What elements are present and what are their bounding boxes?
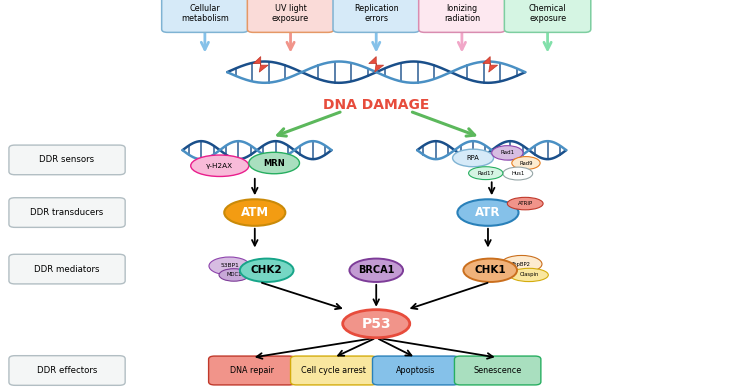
- Ellipse shape: [249, 152, 299, 174]
- Text: DDR transducers: DDR transducers: [31, 208, 104, 217]
- Text: TopBP2: TopBP2: [512, 262, 531, 266]
- Ellipse shape: [463, 259, 517, 282]
- Text: Chemical
exposure: Chemical exposure: [529, 4, 566, 23]
- Text: Rad9: Rad9: [519, 161, 533, 165]
- Ellipse shape: [503, 167, 533, 180]
- Ellipse shape: [510, 268, 548, 282]
- Ellipse shape: [219, 269, 249, 281]
- Polygon shape: [369, 57, 384, 72]
- FancyBboxPatch shape: [291, 356, 377, 385]
- Text: Cell cycle arrest: Cell cycle arrest: [301, 366, 367, 375]
- Text: CHK1: CHK1: [475, 265, 506, 275]
- Ellipse shape: [492, 145, 523, 160]
- Text: DNA repair: DNA repair: [229, 366, 274, 375]
- FancyBboxPatch shape: [9, 198, 125, 227]
- Text: Hus1: Hus1: [511, 171, 524, 176]
- Polygon shape: [483, 57, 498, 72]
- Ellipse shape: [452, 149, 493, 167]
- Text: CHK2: CHK2: [251, 265, 282, 275]
- Ellipse shape: [501, 255, 542, 273]
- Ellipse shape: [343, 310, 410, 338]
- Text: Replication
errors: Replication errors: [354, 4, 399, 23]
- FancyBboxPatch shape: [372, 356, 459, 385]
- Text: UV light
exposure: UV light exposure: [272, 4, 309, 23]
- Text: BRCA1: BRCA1: [358, 265, 394, 275]
- Text: 53BP1: 53BP1: [220, 264, 239, 268]
- Text: Rad17: Rad17: [478, 171, 494, 176]
- Ellipse shape: [240, 259, 294, 282]
- Text: DNA DAMAGE: DNA DAMAGE: [323, 98, 429, 112]
- FancyBboxPatch shape: [247, 0, 334, 32]
- Ellipse shape: [209, 257, 250, 275]
- Text: Senescence: Senescence: [474, 366, 522, 375]
- Text: P53: P53: [361, 317, 391, 331]
- FancyBboxPatch shape: [454, 356, 541, 385]
- Ellipse shape: [507, 197, 543, 210]
- Text: DDR sensors: DDR sensors: [39, 155, 95, 165]
- FancyBboxPatch shape: [504, 0, 591, 32]
- Text: DDR effectors: DDR effectors: [37, 366, 98, 375]
- Text: ATRIP: ATRIP: [518, 201, 533, 206]
- Text: Claspin: Claspin: [519, 273, 539, 277]
- Text: ATM: ATM: [241, 206, 269, 219]
- Text: DDR mediators: DDR mediators: [34, 264, 100, 274]
- Text: RPA: RPA: [466, 155, 480, 161]
- FancyBboxPatch shape: [9, 356, 125, 385]
- Ellipse shape: [469, 167, 503, 179]
- FancyBboxPatch shape: [333, 0, 419, 32]
- Ellipse shape: [349, 259, 403, 282]
- Text: MRN: MRN: [263, 158, 285, 168]
- FancyBboxPatch shape: [209, 356, 295, 385]
- Text: Rad1: Rad1: [501, 151, 514, 155]
- Ellipse shape: [512, 156, 540, 169]
- Text: Apoptosis: Apoptosis: [396, 366, 435, 375]
- Text: Cellular
metabolism: Cellular metabolism: [181, 4, 229, 23]
- Ellipse shape: [191, 155, 249, 176]
- FancyBboxPatch shape: [419, 0, 505, 32]
- Polygon shape: [253, 57, 268, 72]
- FancyBboxPatch shape: [9, 145, 125, 175]
- Text: MDC1: MDC1: [226, 273, 241, 277]
- FancyBboxPatch shape: [162, 0, 248, 32]
- Ellipse shape: [457, 199, 519, 226]
- FancyBboxPatch shape: [9, 254, 125, 284]
- Text: ATR: ATR: [475, 206, 501, 219]
- Text: γ-H2AX: γ-H2AX: [206, 163, 233, 169]
- Ellipse shape: [224, 199, 285, 226]
- Text: Ionizing
radiation: Ionizing radiation: [444, 4, 480, 23]
